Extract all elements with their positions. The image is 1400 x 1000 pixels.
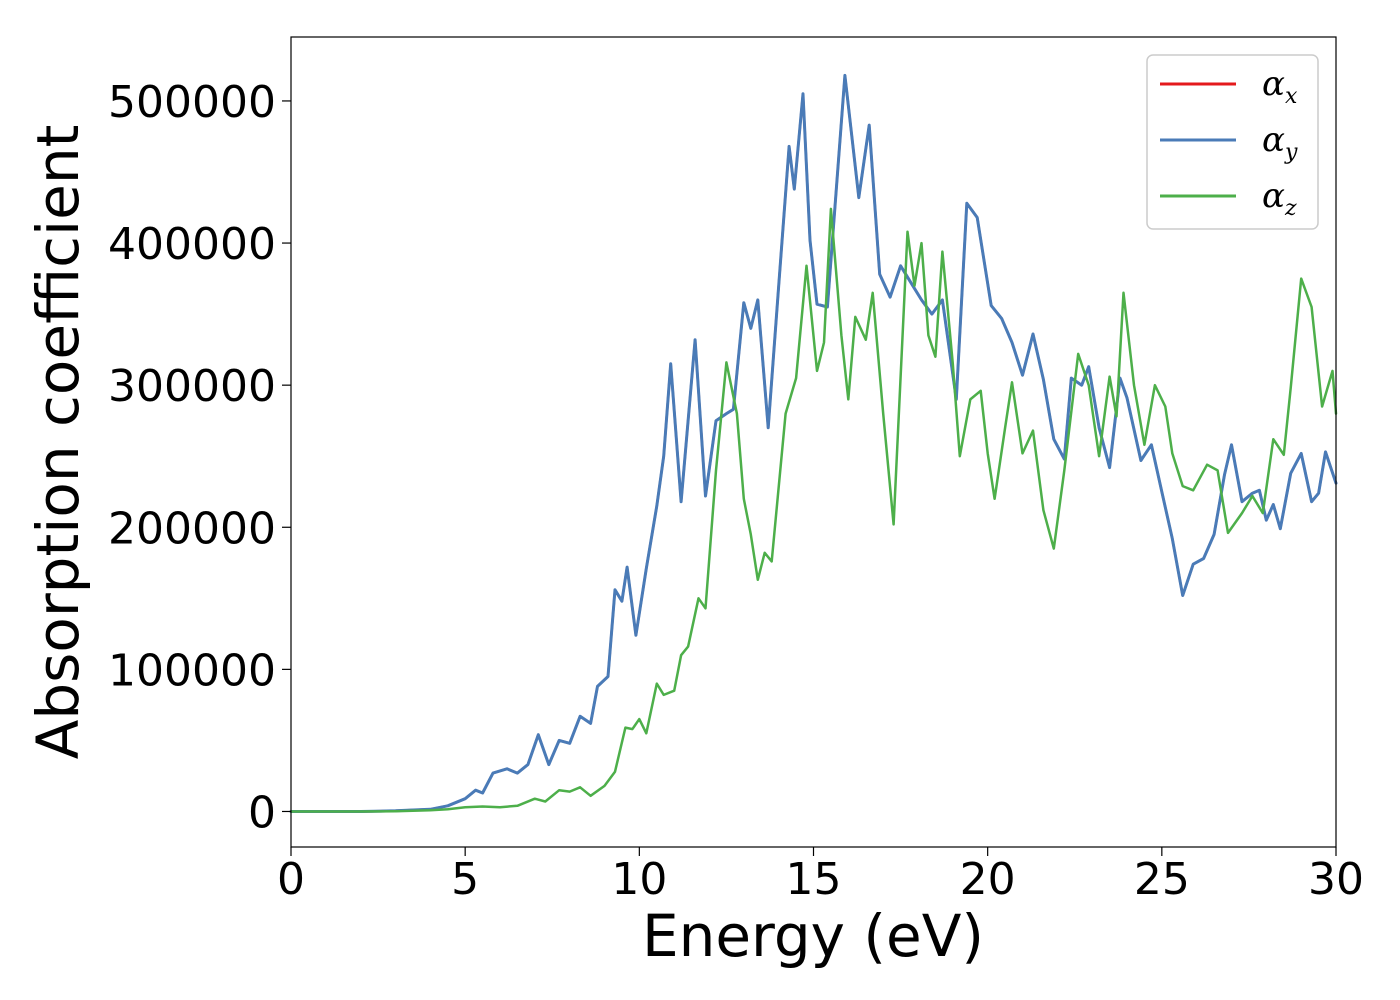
y-tick-label: 300000: [108, 361, 276, 412]
y-axis-title: Absorption coefficient: [24, 125, 92, 760]
x-tick-label: 10: [611, 854, 667, 905]
x-tick-label: 30: [1308, 854, 1364, 905]
legend-box: [1146, 54, 1319, 230]
x-tick-label: 0: [277, 854, 305, 905]
y-tick-label: 400000: [108, 219, 276, 270]
x-tick-label: 20: [960, 854, 1016, 905]
legend-label-x: αx: [1262, 64, 1298, 109]
y-tick-label: 0: [248, 787, 276, 838]
x-axis: 0 5 10 15 20 25 30: [277, 847, 1364, 905]
legend: αx αy αz: [1146, 54, 1319, 230]
x-tick-label: 5: [451, 854, 479, 905]
series-line-y: [289, 73, 1338, 813]
x-tick-label: 15: [786, 854, 842, 905]
y-tick-label: 200000: [108, 503, 276, 554]
y-tick-label: 500000: [108, 77, 276, 128]
series-line-z: [289, 207, 1338, 813]
legend-label-y: αy: [1262, 120, 1298, 165]
legend-entries: αx αy αz: [1160, 64, 1298, 221]
series-layer: [289, 73, 1338, 813]
y-axis: 0 100000 200000 300000 400000 500000: [108, 77, 291, 838]
x-axis-title: Energy (eV): [642, 902, 984, 970]
x-tick-label: 25: [1134, 854, 1190, 905]
legend-label-z: αz: [1262, 176, 1297, 221]
y-tick-label: 100000: [108, 645, 276, 696]
